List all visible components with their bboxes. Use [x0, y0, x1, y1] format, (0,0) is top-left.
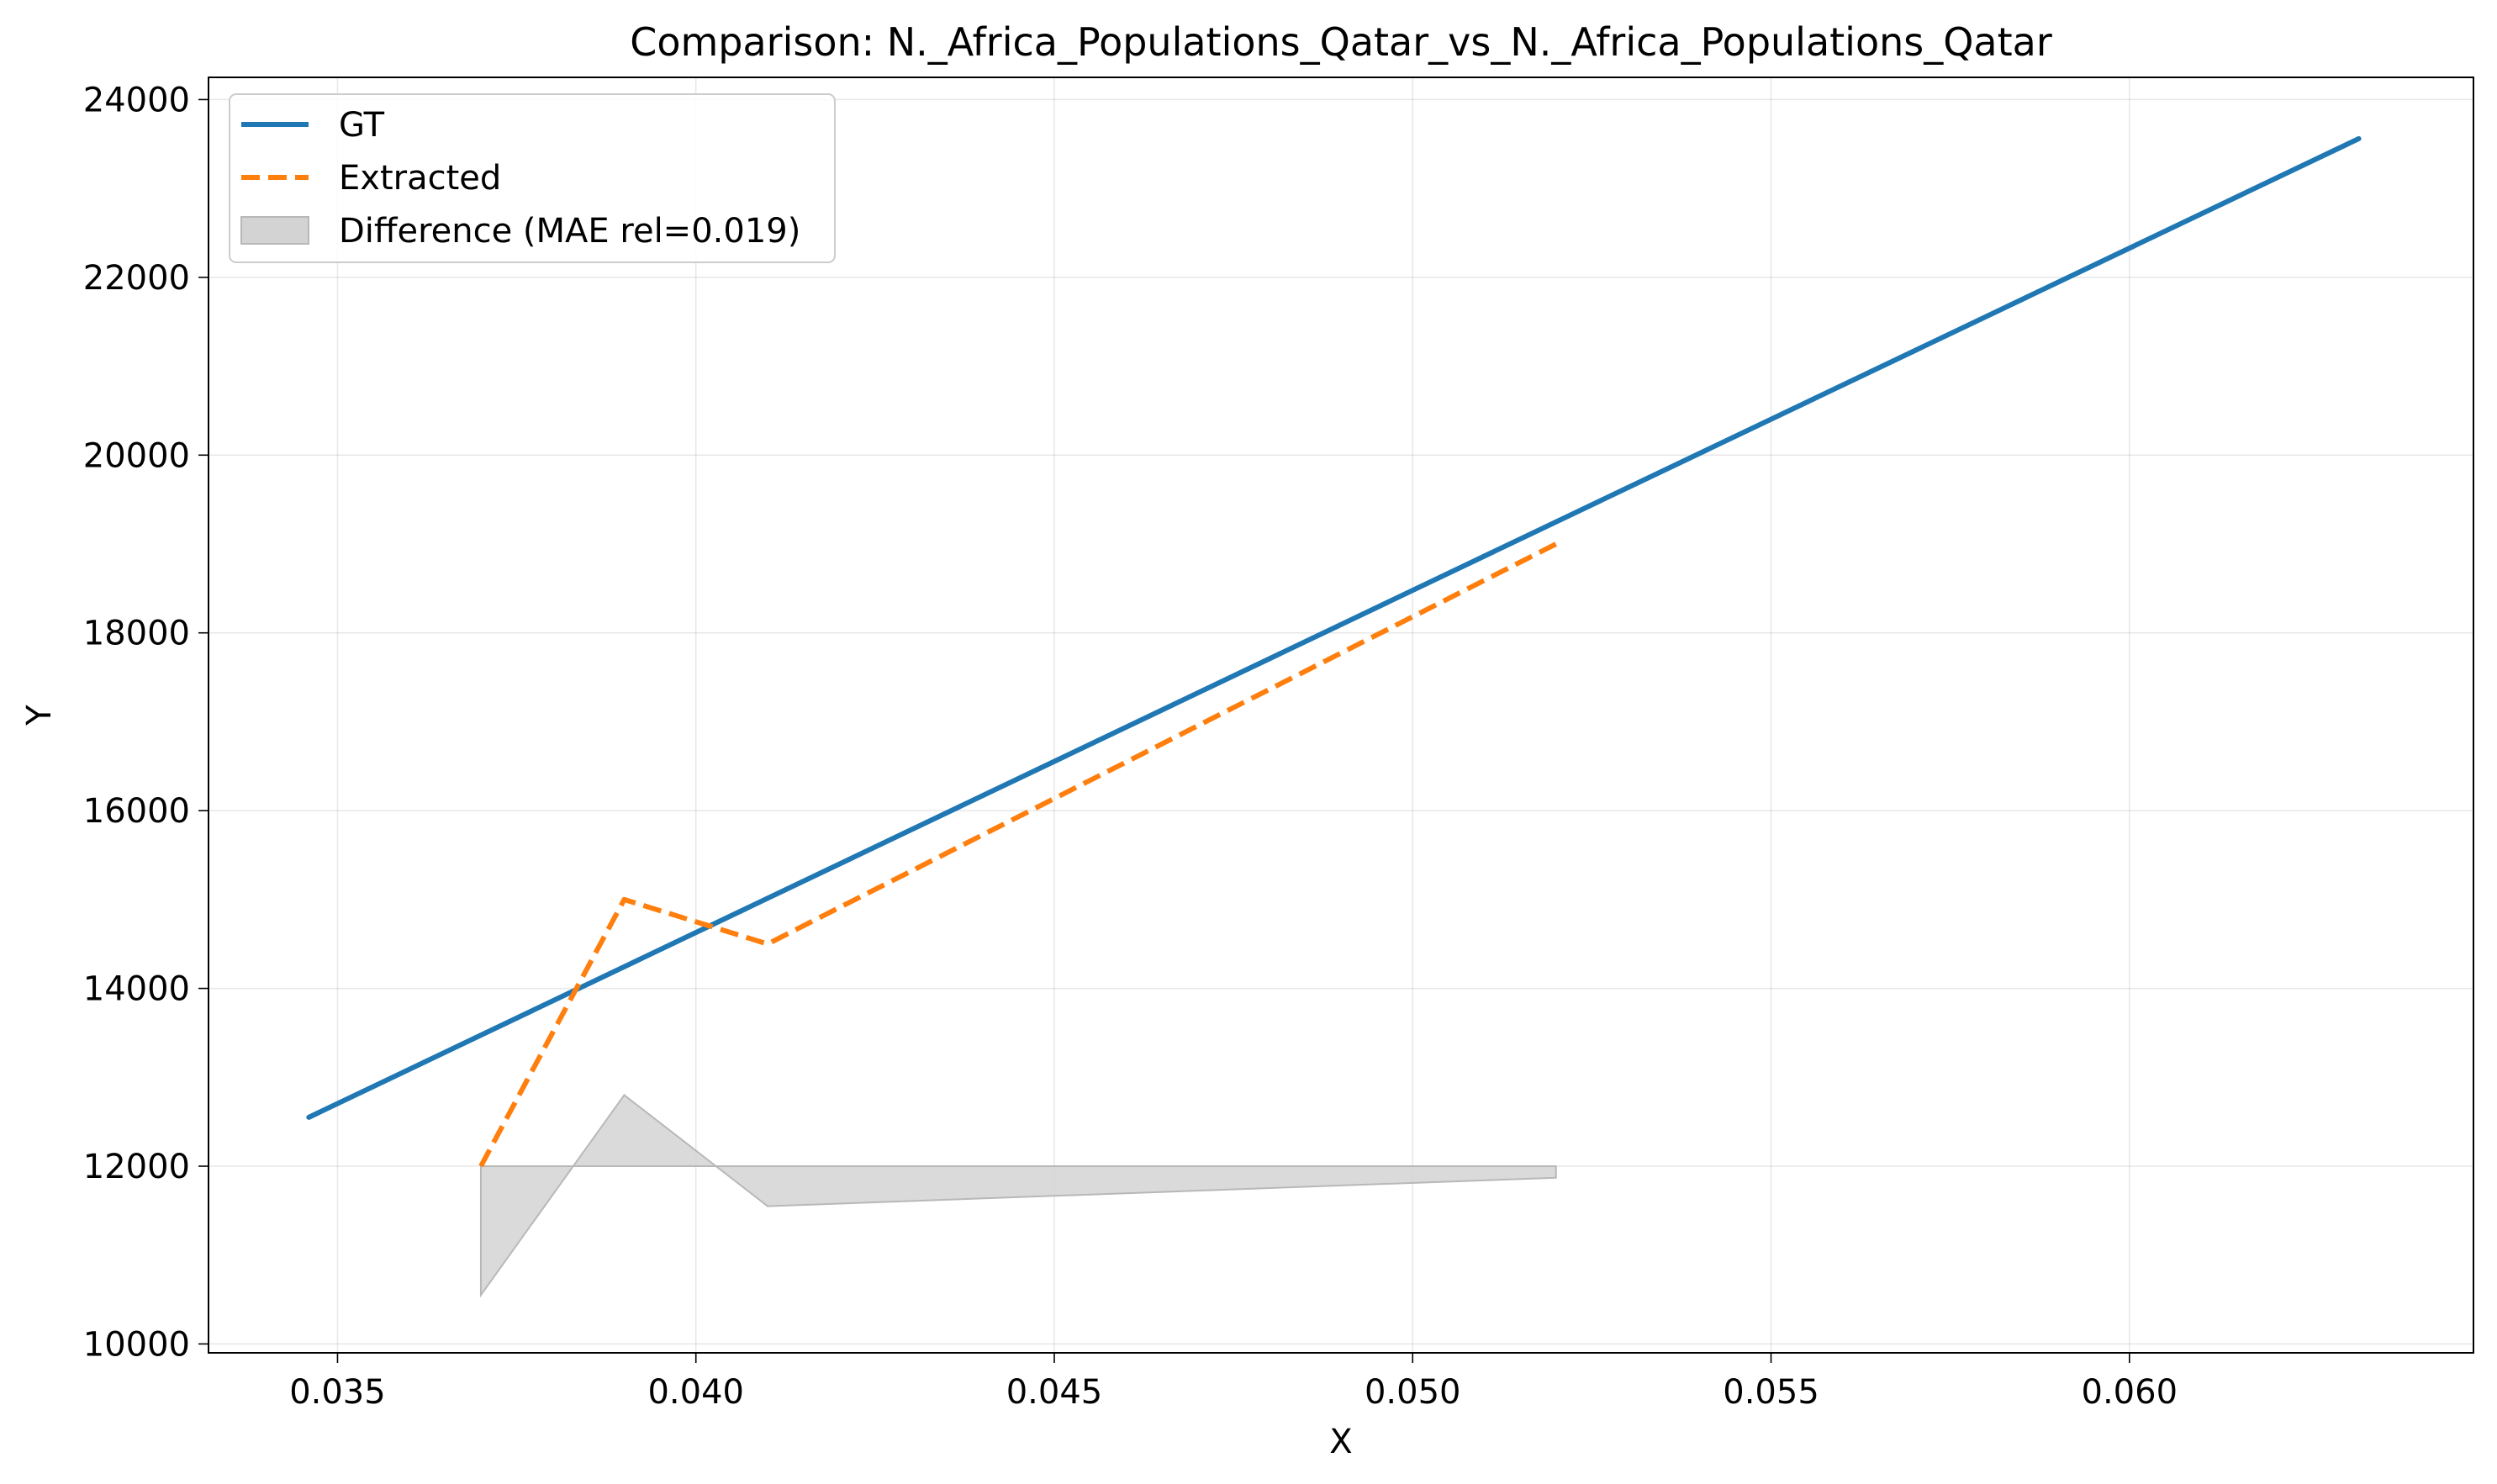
x-tick-label: 0.060: [2082, 1373, 2178, 1412]
legend-entry-label: Extracted: [339, 159, 501, 198]
x-tick-label: 0.055: [1723, 1373, 1819, 1412]
y-axis-ticks: 10000 12000 14000 16000 18000 20000 22000 24000: [83, 81, 209, 1364]
series-line-extracted: [478, 541, 1558, 1168]
x-tick-label: 0.045: [1006, 1373, 1103, 1412]
y-tick-label: 22000: [83, 259, 190, 298]
y-tick-label: 18000: [83, 615, 190, 653]
legend-entry-label: GT: [339, 106, 385, 145]
y-axis-label: Y: [20, 705, 59, 726]
difference-band-area: [479, 1094, 1557, 1298]
x-tick-label: 0.050: [1365, 1373, 1461, 1412]
plot-frame: [208, 77, 2474, 1354]
legend: GT Extracted Difference (MAE rel=0.019): [229, 93, 836, 263]
y-tick-label: 12000: [83, 1148, 190, 1186]
y-tick-label: 20000: [83, 436, 190, 475]
y-tick-label: 24000: [83, 81, 190, 119]
y-tick-label: 16000: [83, 792, 190, 831]
legend-swatch-patch: [240, 216, 309, 245]
x-tick-label: 0.040: [647, 1373, 744, 1412]
x-tick-label: 0.035: [289, 1373, 386, 1412]
series-line-gt: [306, 135, 2362, 1120]
x-axis-label: X: [1329, 1423, 1352, 1461]
legend-entry-label: Difference (MAE rel=0.019): [339, 212, 800, 251]
x-axis-ticks: 0.035 0.040 0.045 0.050 0.055 0.060: [289, 1353, 2178, 1412]
legend-box: [229, 93, 836, 263]
y-tick-label: 10000: [83, 1325, 190, 1364]
difference-band-layer: [479, 1094, 1557, 1298]
y-tick-label: 14000: [83, 970, 190, 1009]
chart-title: Comparison: N._Africa_Populations_Qatar_…: [630, 19, 2052, 65]
series-lines-layer: [306, 135, 2362, 1168]
